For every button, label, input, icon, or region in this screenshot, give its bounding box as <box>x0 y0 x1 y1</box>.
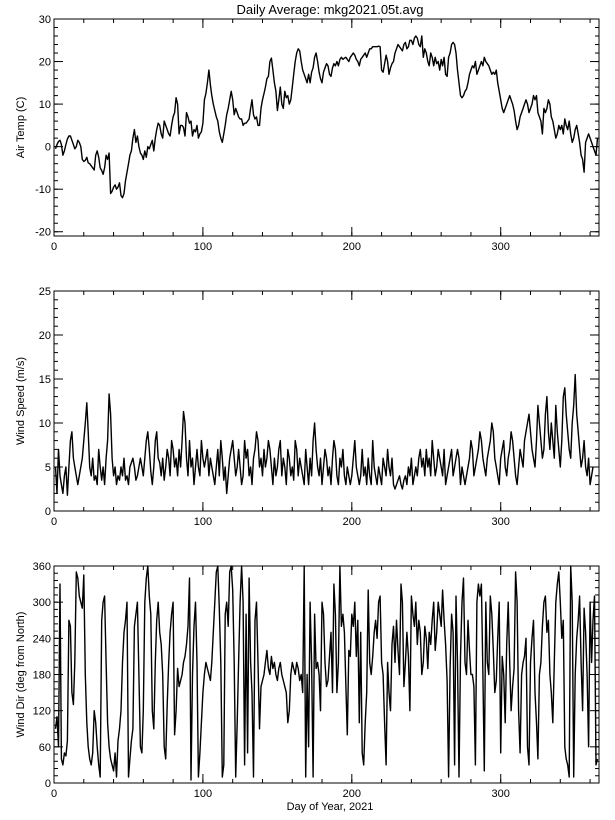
y-tick-label: 0 <box>45 506 51 518</box>
y-tick-label: 10 <box>39 99 51 111</box>
y-tick-label: 20 <box>39 57 51 69</box>
x-tick-label: 200 <box>343 241 361 253</box>
y-tick-label: 30 <box>39 14 51 26</box>
y-axis-label: Air Temp (C) <box>15 97 27 159</box>
figure-title: Daily Average: mkg2021.05t.avg <box>237 2 424 17</box>
y-tick-label: -20 <box>35 227 51 239</box>
series-line <box>54 35 599 199</box>
y-axis-label: Wind Dir (deg from North) <box>15 612 27 738</box>
y-tick-label: 60 <box>39 742 51 754</box>
x-tick-label: 300 <box>492 241 510 253</box>
panel-0: 0 100 200 300 -20 -10 0 10 20 30 Air Temp (C) <box>15 14 600 253</box>
y-tick-label: 0 <box>45 778 51 790</box>
plot-frame <box>53 290 600 512</box>
y-tick-label: 240 <box>33 633 51 645</box>
x-tick-label: 100 <box>194 516 212 528</box>
x-tick-label: 200 <box>343 516 361 528</box>
x-tick-label: 200 <box>343 788 361 800</box>
y-tick-label: 300 <box>33 597 51 609</box>
y-tick-label: 25 <box>39 286 51 298</box>
series-line <box>54 565 599 781</box>
y-tick-label: 15 <box>39 374 51 386</box>
x-tick-label: 0 <box>51 516 57 528</box>
panel-2: 0 100 200 300 0 60 120 180 240 300 360 Wind Dir (de… <box>15 561 600 800</box>
x-tick-label: 0 <box>51 788 57 800</box>
y-tick-label: 360 <box>33 561 51 573</box>
plot-frame <box>53 18 600 237</box>
y-axis-label: Wind Speed (m/s) <box>15 357 27 445</box>
x-axis-label: Day of Year, 2021 <box>287 801 374 813</box>
panel-1: 0 100 200 300 0 5 10 15 20 25 Wind Speed (m/s) <box>15 286 600 528</box>
x-tick-label: 100 <box>194 788 212 800</box>
x-tick-label: 0 <box>51 241 57 253</box>
y-tick-label: -10 <box>35 184 51 196</box>
series-line <box>54 373 594 496</box>
y-tick-label: 180 <box>33 670 51 682</box>
y-tick-label: 0 <box>45 142 51 154</box>
y-tick-label: 20 <box>39 330 51 342</box>
x-tick-label: 100 <box>194 241 212 253</box>
y-tick-label: 5 <box>45 462 51 474</box>
x-tick-label: 300 <box>492 788 510 800</box>
y-tick-label: 120 <box>33 706 51 718</box>
x-tick-label: 300 <box>492 516 510 528</box>
y-tick-label: 10 <box>39 418 51 430</box>
